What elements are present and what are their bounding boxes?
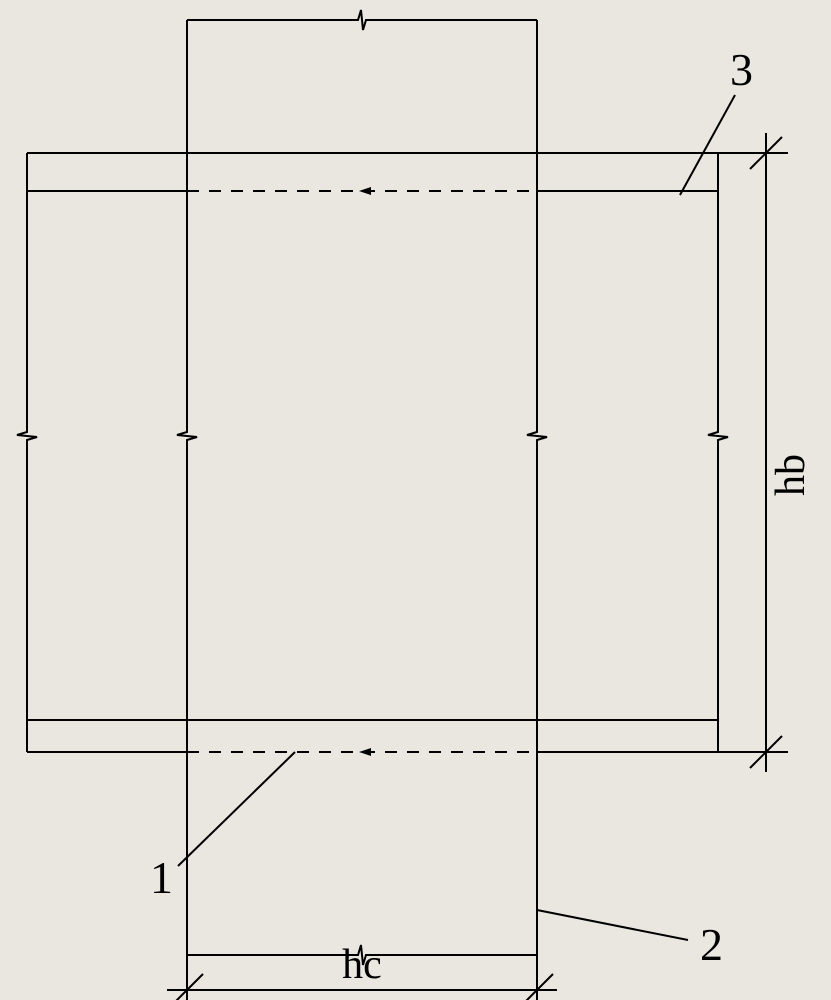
callout-label-1: 1 xyxy=(150,852,173,903)
callout-label-3: 3 xyxy=(730,44,753,95)
diagram-root: hb hc 3 1 2 xyxy=(0,0,831,1000)
dim-hc-label: hc xyxy=(342,942,382,988)
background xyxy=(0,0,831,1000)
dim-hb-label: hb xyxy=(768,454,814,496)
callout-label-2: 2 xyxy=(700,919,723,970)
